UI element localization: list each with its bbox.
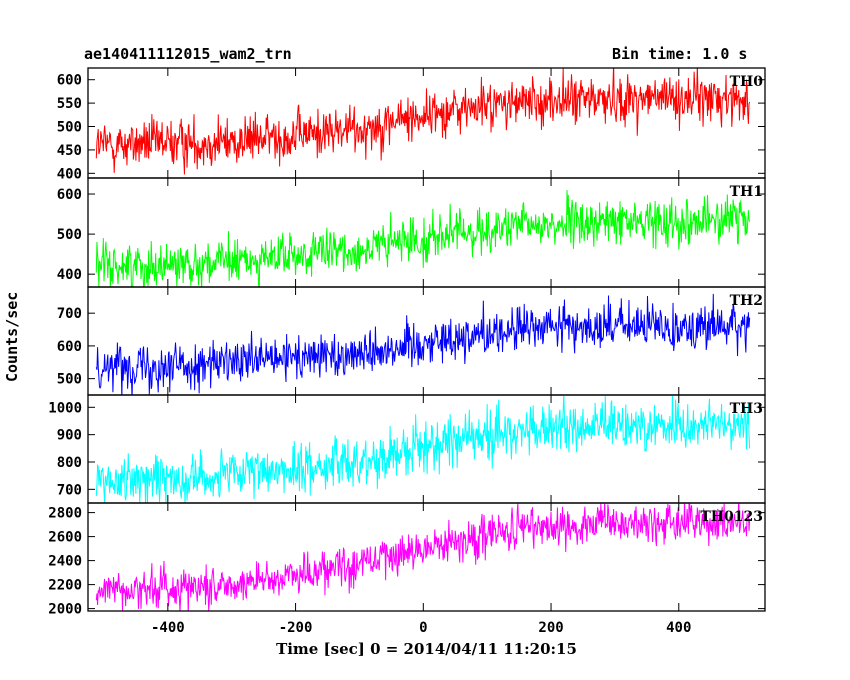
- y-tick-label: 600: [57, 339, 82, 355]
- panel-label-th3: TH3: [730, 401, 763, 417]
- panel-label-th0: TH0: [730, 74, 764, 90]
- bin-time-label: Bin time: 1.0 s: [612, 45, 748, 63]
- y-tick-label: 450: [57, 143, 82, 159]
- x-tick-label: 200: [538, 620, 563, 636]
- y-tick-label: 900: [57, 428, 82, 444]
- panel-label-th2: TH2: [730, 293, 763, 309]
- series-line-th0123: [95, 503, 751, 611]
- panel-label-th1: TH1: [730, 184, 763, 200]
- y-tick-label: 500: [57, 227, 82, 243]
- panel-frame-th0123: [87, 502, 766, 612]
- y-tick-label: 700: [57, 482, 82, 498]
- y-tick-label: 500: [57, 372, 82, 388]
- y-tick-label: 700: [57, 306, 82, 322]
- x-tick-label: -200: [279, 620, 313, 636]
- series-line-th3: [95, 395, 751, 503]
- y-tick-label: 2800: [48, 506, 82, 522]
- y-tick-label: 2200: [48, 578, 82, 594]
- y-tick-label: 2400: [48, 554, 82, 570]
- series-line-th0: [95, 68, 751, 175]
- y-tick-label: 400: [57, 267, 82, 283]
- y-tick-label: 600: [57, 187, 82, 203]
- y-tick-label: 500: [57, 120, 82, 136]
- y-tick-label: 550: [57, 96, 82, 112]
- series-line-th1: [95, 190, 751, 287]
- y-tick-label: 2600: [48, 530, 82, 546]
- x-tick-label: 400: [666, 620, 691, 636]
- y-tick-label: 800: [57, 455, 82, 471]
- panel-frame-th0: [87, 67, 766, 179]
- y-tick-label: 400: [57, 166, 82, 182]
- x-tick-label: 0: [419, 620, 427, 636]
- panel-label-th0123: TH0123: [700, 509, 763, 525]
- x-tick-label: -400: [151, 620, 185, 636]
- chart-title: ae140411112015_wam2_trn: [84, 45, 292, 63]
- y-axis-label: Counts/sec: [3, 291, 21, 382]
- series-line-th2: [95, 293, 751, 395]
- x-axis-label: Time [sec] 0 = 2014/04/11 11:20:15: [276, 640, 577, 658]
- y-tick-label: 2000: [48, 602, 82, 618]
- y-tick-label: 1000: [48, 400, 82, 416]
- y-tick-label: 600: [57, 73, 82, 89]
